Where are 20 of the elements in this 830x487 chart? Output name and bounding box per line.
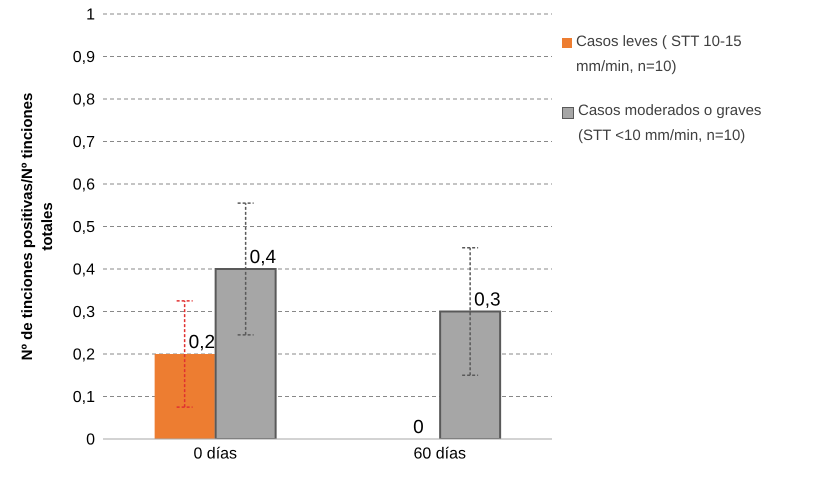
data-label: 0,3 (474, 290, 501, 310)
data-label: 0,2 (188, 332, 216, 353)
y-axis-title: Nº de tinciones positivas/Nº tinciones totales (19, 92, 56, 360)
legend-label: Casos leves ( STT 10-15 mm/min, n=10) (576, 32, 743, 77)
x-tick-label: 60 días (414, 445, 466, 462)
y-tick-label: 0,5 (72, 219, 96, 236)
y-tick-label: 0,6 (72, 176, 96, 194)
y-tick-label: 0,9 (72, 49, 96, 66)
y-tick-label: 0,3 (72, 304, 96, 322)
y-tick-label: 0,2 (72, 346, 96, 364)
y-tick-label: 0,7 (72, 134, 96, 152)
legend-label: Casos moderados o graves (STT <10 mm/min, n=10) (578, 101, 762, 146)
y-tick-label: 0 (86, 432, 96, 449)
y-tick-label: 1 (86, 6, 96, 24)
y-tick-label: 0,4 (72, 262, 96, 279)
data-label: 0,4 (250, 247, 276, 268)
x-tick-label: 0 días (193, 445, 238, 462)
y-tick-label: 0,1 (72, 389, 96, 406)
y-tick-label: 0,8 (72, 92, 96, 109)
data-label: 0 (413, 416, 424, 438)
